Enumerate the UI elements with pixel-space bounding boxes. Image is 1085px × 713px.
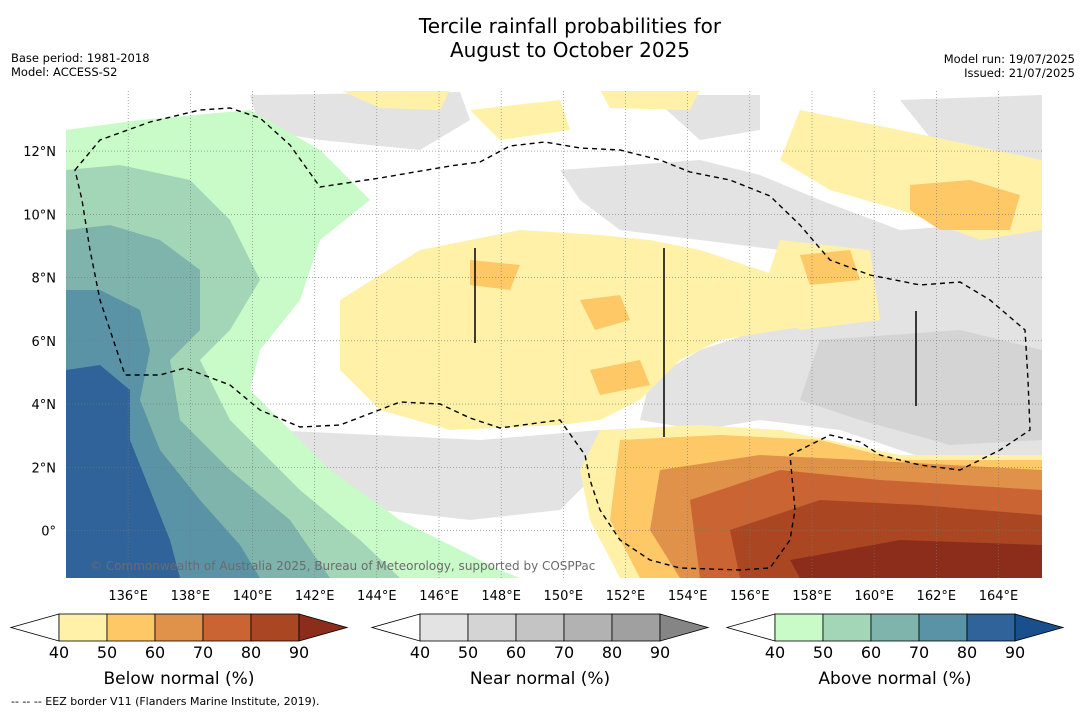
colorbar-segment	[106, 613, 156, 642]
lon-tick-label: 160°E	[854, 589, 894, 604]
colorbar-under-arrow	[370, 613, 421, 642]
colorbar-segment	[419, 613, 469, 642]
lon-tick-label: 146°E	[419, 589, 459, 604]
colorbar-segment	[966, 613, 1016, 642]
colorbar-under-arrow	[725, 613, 776, 642]
colorbar-level-label: 50	[97, 643, 117, 662]
lat-tick-label: 4°N	[32, 398, 57, 413]
lon-tick-label: 140°E	[233, 589, 273, 604]
colorbar-level-label: 90	[289, 643, 309, 662]
colorbar-segment	[202, 613, 252, 642]
lon-tick-label: 138°E	[171, 589, 211, 604]
above-normal-layer	[66, 110, 520, 578]
colorbar-segment	[611, 613, 661, 642]
issued-date: Issued: 21/07/2025	[964, 66, 1075, 80]
colorbar-level-label: 80	[957, 643, 977, 662]
lon-tick-label: 148°E	[481, 589, 521, 604]
lon-tick-label: 162°E	[917, 589, 957, 604]
copyright-text: © Commonwealth of Australia 2025, Bureau…	[90, 559, 595, 573]
eez-footnote: -- -- -- EEZ border V11 (Flanders Marine…	[11, 695, 320, 708]
lon-tick-label: 152°E	[606, 589, 646, 604]
model-run: Model run: 19/07/2025	[943, 52, 1075, 66]
eez-borders	[74, 107, 1031, 571]
lon-tick-label: 164°E	[979, 589, 1019, 604]
colorbar-title: Below normal (%)	[104, 669, 255, 689]
below-normal-layer	[340, 91, 1042, 578]
lat-tick-label: 0°	[41, 525, 56, 540]
colorbar-over-arrow	[298, 613, 349, 642]
colorbar-title: Above normal (%)	[818, 669, 971, 689]
colorbar-3: 40 50 60 70 80 90 Above normal (%)	[725, 613, 1065, 689]
colorbar-title: Near normal (%)	[470, 669, 610, 689]
colorbar-segment	[822, 613, 872, 642]
colorbar-under-arrow	[9, 613, 60, 642]
colorbar-segment	[154, 613, 204, 642]
colorbar-level-label: 60	[145, 643, 165, 662]
lon-tick-label: 156°E	[730, 589, 770, 604]
colorbar-level-label: 80	[602, 643, 622, 662]
colorbar-2: 40 50 60 70 80 90 Near normal (%)	[370, 613, 710, 689]
lat-tick-label: 6°N	[32, 335, 57, 350]
colorbar-segment	[58, 613, 108, 642]
lat-tick-label: 8°N	[32, 272, 57, 287]
island-markers	[474, 248, 917, 437]
colorbar-level-label: 40	[765, 643, 785, 662]
lat-tick-label: 10°N	[23, 208, 56, 223]
colorbar-segment	[870, 613, 920, 642]
base-period: Base period: 1981-2018	[11, 51, 150, 65]
colorbar-segment	[563, 613, 613, 642]
title-line-1: Tercile rainfall probabilities for	[418, 14, 722, 38]
colorbar-level-label: 90	[1005, 643, 1025, 662]
tick-labels: 136°E 138°E 140°E 142°E 144°E 146°E 148°E 150°E…	[23, 145, 1018, 604]
colorbar-level-label: 70	[193, 643, 213, 662]
lon-tick-label: 136°E	[108, 589, 148, 604]
colorbar-level-label: 80	[241, 643, 261, 662]
colorbar-level-label: 70	[554, 643, 574, 662]
colorbar-level-label: 50	[458, 643, 478, 662]
colorbar-1: 40 50 60 70 80 90 Below normal (%)	[9, 613, 349, 689]
colorbar-level-label: 50	[813, 643, 833, 662]
colorbar-segment	[467, 613, 517, 642]
meta-left: Base period: 1981-2018 Model: ACCESS-S2	[11, 51, 150, 79]
colorbars: 40 50 60 70 80 90 Below normal (%) 40 50 60 70 80 90…	[9, 613, 1065, 689]
lat-tick-label: 12°N	[23, 145, 56, 160]
probability-map: © Commonwealth of Australia 2025, Bureau…	[66, 91, 1042, 578]
colorbar-level-label: 70	[909, 643, 929, 662]
colorbar-segment	[918, 613, 968, 642]
meta-right: Model run: 19/07/2025 Issued: 21/07/2025	[944, 52, 1075, 80]
colorbar-level-label: 40	[49, 643, 69, 662]
lon-tick-label: 144°E	[357, 589, 397, 604]
colorbar-over-arrow	[1014, 613, 1065, 642]
colorbar-segment	[250, 613, 300, 642]
colorbar-segment	[515, 613, 565, 642]
colorbar-level-label: 60	[506, 643, 526, 662]
colorbar-over-arrow	[659, 613, 710, 642]
lon-tick-label: 150°E	[544, 589, 584, 604]
lat-tick-label: 2°N	[32, 461, 57, 476]
model-name: Model: ACCESS-S2	[11, 65, 118, 79]
title-line-2: August to October 2025	[449, 38, 691, 62]
colorbar-level-label: 60	[861, 643, 881, 662]
lon-tick-label: 158°E	[792, 589, 832, 604]
lon-tick-label: 142°E	[295, 589, 335, 604]
colorbar-level-label: 40	[410, 643, 430, 662]
lon-tick-label: 154°E	[668, 589, 708, 604]
colorbar-segment	[774, 613, 824, 642]
map-title: Tercile rainfall probabilities for Augus…	[0, 14, 1085, 62]
colorbar-level-label: 90	[650, 643, 670, 662]
